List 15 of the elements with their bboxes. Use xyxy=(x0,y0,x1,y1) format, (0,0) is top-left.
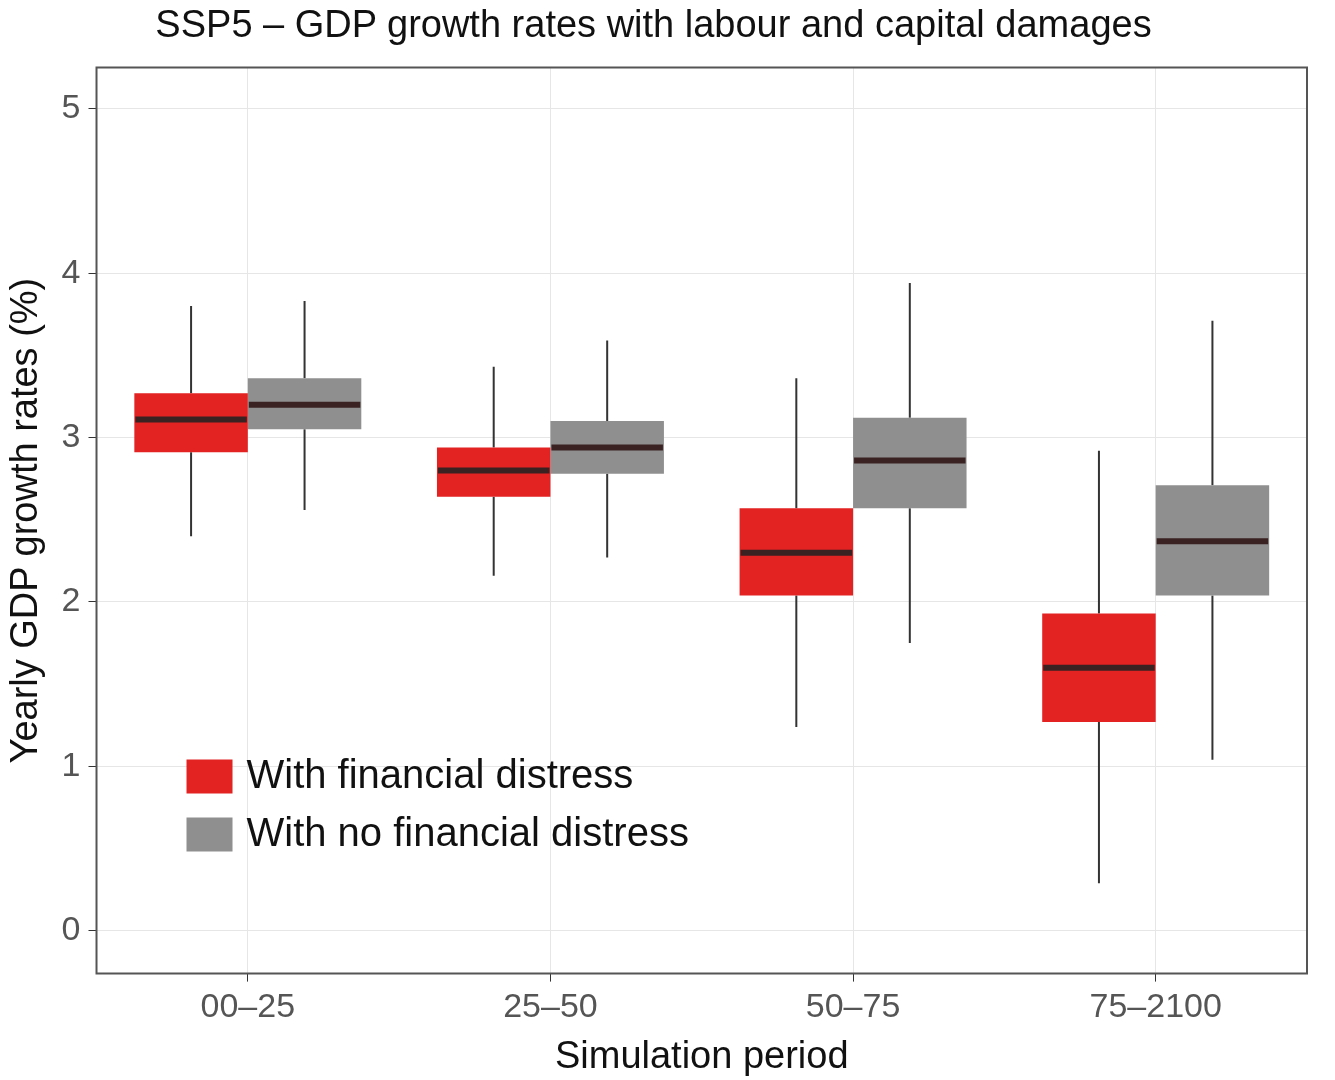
x-tick-label: 00–25 xyxy=(200,986,296,1025)
x-tick-label: 50–75 xyxy=(805,986,901,1025)
y-tick-label: 4 xyxy=(61,251,81,290)
y-tick-label: 0 xyxy=(61,909,81,948)
y-tick-label: 1 xyxy=(61,744,81,783)
y-tick-label: 3 xyxy=(61,415,81,454)
chart-title: SSP5 – GDP growth rates with labour and capital damages xyxy=(155,3,1152,46)
legend-label: With financial distress xyxy=(246,751,634,796)
y-axis-title: Yearly GDP growth rates (%) xyxy=(3,277,46,764)
x-axis-title: Simulation period xyxy=(554,1033,849,1076)
x-tick-label: 25–50 xyxy=(503,986,598,1025)
legend-label: With no financial distress xyxy=(246,809,689,854)
x-tick-label: 75–2100 xyxy=(1089,986,1222,1025)
y-tick-label: 5 xyxy=(61,87,81,126)
y-tick-label: 2 xyxy=(61,580,81,619)
